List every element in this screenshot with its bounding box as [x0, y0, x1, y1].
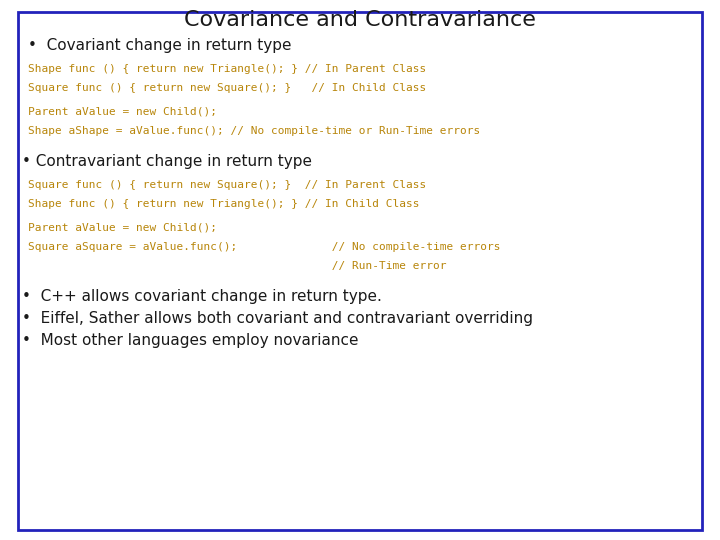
Text: Square func () { return new Square(); }   // In Child Class: Square func () { return new Square(); } … [28, 83, 426, 93]
Text: • Contravariant change in return type: • Contravariant change in return type [22, 154, 312, 169]
Text: •  Most other languages employ novariance: • Most other languages employ novariance [22, 333, 359, 348]
Text: Square func () { return new Square(); }  // In Parent Class: Square func () { return new Square(); } … [28, 180, 426, 190]
Text: // Run-Time error: // Run-Time error [28, 261, 446, 271]
Text: Covariance and Contravariance: Covariance and Contravariance [184, 10, 536, 30]
Text: •  Covariant change in return type: • Covariant change in return type [28, 38, 292, 53]
Text: Shape func () { return new Triangle(); } // In Child Class: Shape func () { return new Triangle(); }… [28, 199, 420, 209]
Text: Parent aValue = new Child();: Parent aValue = new Child(); [28, 223, 217, 233]
Text: •  Eiffel, Sather allows both covariant and contravariant overriding: • Eiffel, Sather allows both covariant a… [22, 311, 533, 326]
Text: Parent aValue = new Child();: Parent aValue = new Child(); [28, 107, 217, 117]
Text: Square aSquare = aValue.func();              // No compile-time errors: Square aSquare = aValue.func(); // No co… [28, 242, 500, 252]
Text: •  C++ allows covariant change in return type.: • C++ allows covariant change in return … [22, 289, 382, 304]
Text: Shape func () { return new Triangle(); } // In Parent Class: Shape func () { return new Triangle(); }… [28, 64, 426, 74]
Text: Shape aShape = aValue.func(); // No compile-time or Run-Time errors: Shape aShape = aValue.func(); // No comp… [28, 126, 480, 136]
FancyBboxPatch shape [18, 12, 702, 530]
